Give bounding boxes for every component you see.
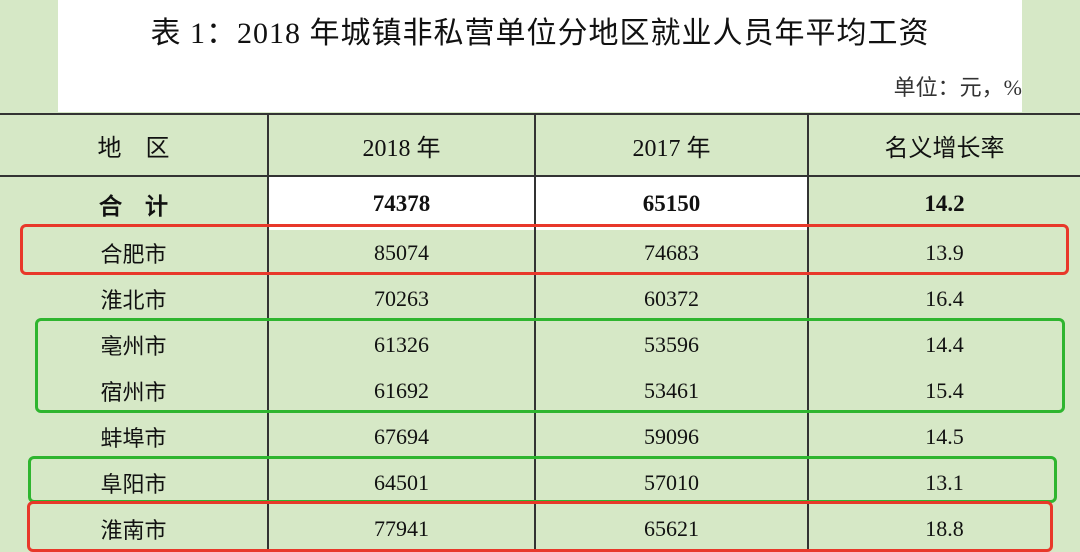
table-row: 地 区 2018 年 2017 年名义增长率: [0, 114, 1080, 177]
value-cell: 14.4: [807, 322, 1080, 368]
region-cell: 蚌埠市: [100, 426, 167, 451]
highlight-box: [27, 501, 1053, 552]
region-cell: 合 计: [99, 193, 168, 219]
column-header: 2017 年: [534, 114, 808, 177]
value-cell: 70263: [267, 276, 535, 322]
title: 表 1：2018 年城镇非私营单位分地区就业人员年平均工资: [150, 17, 930, 50]
value-cell: 60372: [534, 276, 808, 322]
column-header: 2018 年: [267, 114, 535, 177]
value-cell: 61326: [267, 322, 535, 368]
value-cell: 65150: [534, 176, 808, 230]
value-cell: 18.8: [807, 506, 1080, 552]
region-cell: 亳州市: [100, 334, 167, 359]
value-cell: 77941: [267, 506, 535, 552]
value-cell: 13.1: [807, 460, 1080, 506]
column-header: 名义增长率: [807, 114, 1080, 177]
value-cell: 67694: [267, 414, 535, 460]
value-cell: 74683: [534, 230, 808, 276]
highlight-box: [28, 456, 1057, 503]
value-cell: 15.4: [807, 368, 1080, 414]
value-cell: 53596: [534, 322, 808, 368]
table-row: 阜阳市 64501 57010 13.1: [0, 460, 1080, 506]
region-cell: 阜阳市: [100, 472, 167, 497]
value-cell: 65621: [534, 506, 808, 552]
region-cell: 宿州市: [100, 380, 167, 405]
value-cell: 53461: [534, 368, 808, 414]
table-row: 合肥市 85074 74683 13.9: [0, 230, 1080, 276]
region-cell: 淮南市: [100, 518, 167, 543]
value-cell: 61692: [267, 368, 535, 414]
value-cell: 57010: [534, 460, 808, 506]
unit-note: 单位：元，%: [893, 75, 1022, 100]
table-row: 蚌埠市 67694 59096 14.5: [0, 414, 1080, 460]
column-header: 地 区: [0, 114, 268, 177]
highlight-box: [20, 224, 1069, 275]
table-row: 淮北市 70263 60372 16.4: [0, 276, 1080, 322]
table-row: 宿州市 61692 53461 15.4: [0, 368, 1080, 414]
value-cell: 14.5: [807, 414, 1080, 460]
value-cell: 14.2: [807, 176, 1080, 230]
value-cell: 74378: [267, 176, 535, 230]
table-row: 合 计 74378 65150 14.2: [0, 176, 1080, 230]
value-cell: 16.4: [807, 276, 1080, 322]
value-cell: 85074: [267, 230, 535, 276]
table-row: 亳州市 61326 53596 14.4: [0, 322, 1080, 368]
value-cell: 13.9: [807, 230, 1080, 276]
title-area: 表 1：2018 年城镇非私营单位分地区就业人员年平均工资 单位：元，%: [58, 0, 1022, 112]
value-cell: 64501: [267, 460, 535, 506]
region-cell: 合肥市: [100, 242, 167, 267]
wage-table: 地 区 2018 年 2017 年名义增长率合 计 74378 65150 14.2 合肥市…: [0, 113, 1080, 552]
highlight-box: [35, 318, 1065, 413]
region-cell: 淮北市: [100, 288, 167, 313]
table-row: 淮南市 77941 65621 18.8: [0, 506, 1080, 552]
value-cell: 59096: [534, 414, 808, 460]
